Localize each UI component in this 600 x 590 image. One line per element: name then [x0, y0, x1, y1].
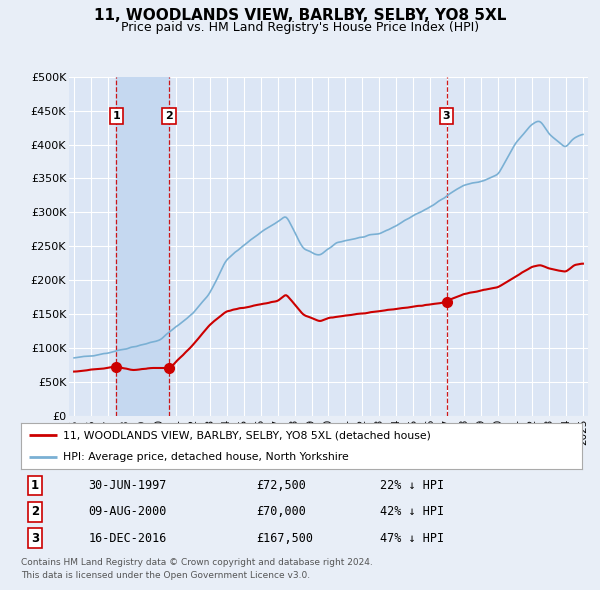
Text: 11, WOODLANDS VIEW, BARLBY, SELBY, YO8 5XL: 11, WOODLANDS VIEW, BARLBY, SELBY, YO8 5…: [94, 8, 506, 22]
Bar: [116, 77, 169, 416]
Text: 2: 2: [31, 505, 39, 519]
Text: Price paid vs. HM Land Registry's House Price Index (HPI): Price paid vs. HM Land Registry's House …: [121, 21, 479, 34]
Text: £167,500: £167,500: [257, 532, 314, 545]
Text: 2: 2: [166, 111, 173, 121]
Text: 30-JUN-1997: 30-JUN-1997: [88, 479, 167, 492]
Text: 09-AUG-2000: 09-AUG-2000: [88, 505, 167, 519]
Text: HPI: Average price, detached house, North Yorkshire: HPI: Average price, detached house, Nort…: [63, 451, 349, 461]
Text: This data is licensed under the Open Government Licence v3.0.: This data is licensed under the Open Gov…: [21, 571, 310, 579]
Text: 16-DEC-2016: 16-DEC-2016: [88, 532, 167, 545]
Text: 1: 1: [113, 111, 121, 121]
Text: £70,000: £70,000: [257, 505, 307, 519]
Text: 42% ↓ HPI: 42% ↓ HPI: [380, 505, 444, 519]
Text: £72,500: £72,500: [257, 479, 307, 492]
Text: Contains HM Land Registry data © Crown copyright and database right 2024.: Contains HM Land Registry data © Crown c…: [21, 558, 373, 566]
Text: 1: 1: [31, 479, 39, 492]
Text: 3: 3: [443, 111, 451, 121]
Text: 11, WOODLANDS VIEW, BARLBY, SELBY, YO8 5XL (detached house): 11, WOODLANDS VIEW, BARLBY, SELBY, YO8 5…: [63, 431, 431, 441]
Text: 3: 3: [31, 532, 39, 545]
Text: 47% ↓ HPI: 47% ↓ HPI: [380, 532, 444, 545]
Text: 22% ↓ HPI: 22% ↓ HPI: [380, 479, 444, 492]
